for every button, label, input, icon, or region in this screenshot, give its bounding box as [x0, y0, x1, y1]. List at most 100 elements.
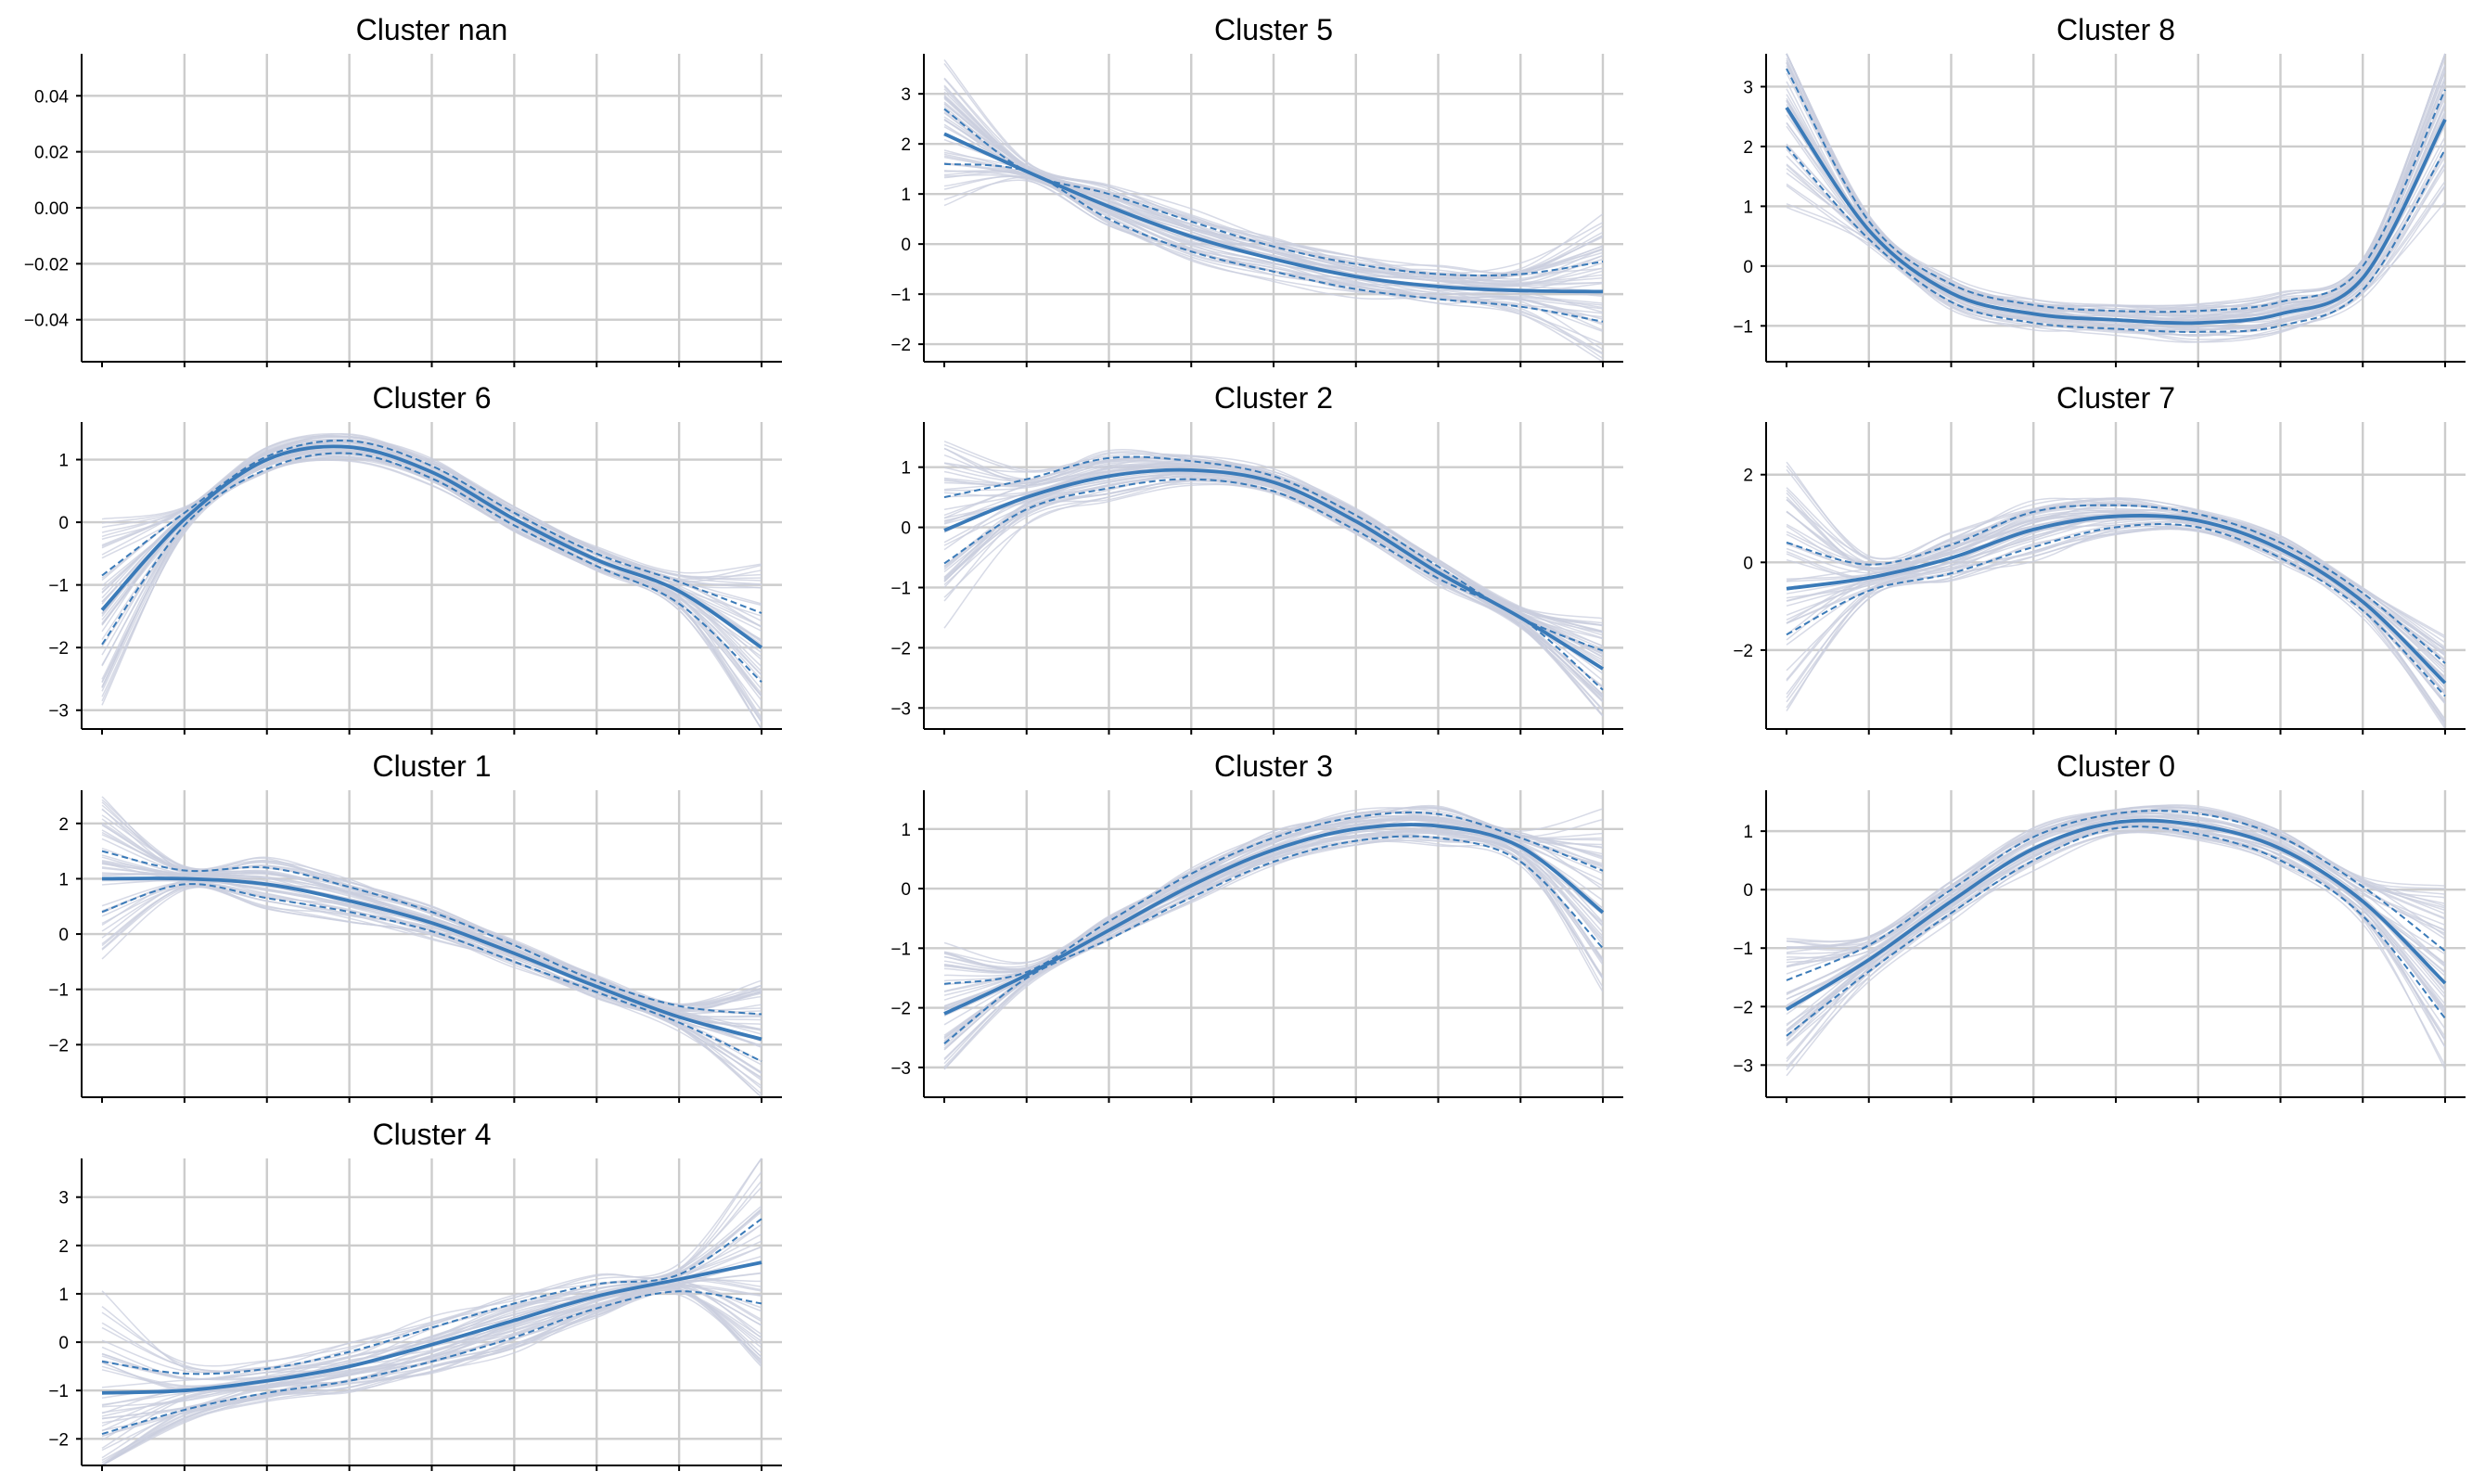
trace-line: [101, 809, 762, 1013]
trace-line: [943, 441, 1604, 620]
subplot-9: 1 0 −1 −2 −3 Cluster 0: [1733, 749, 2466, 1103]
trace-line: [943, 449, 1604, 633]
subplot-10: 3 2 1 0 −1 −2 Cluster 4: [48, 1118, 782, 1471]
subplot-title: Cluster 1: [372, 749, 491, 783]
subplot-7: 2 1 0 −1 −2 Cluster 1: [48, 749, 782, 1103]
series-upper-line: [1786, 810, 2446, 981]
y-tick-label: 1: [58, 870, 69, 889]
y-tick-label: −1: [890, 579, 911, 598]
series-upper-line: [1786, 68, 2446, 313]
subplot-title: Cluster 0: [2056, 749, 2175, 783]
y-tick-label: 2: [1743, 138, 1753, 158]
trace-line: [943, 475, 1604, 688]
trace-line: [1786, 155, 2446, 333]
trace-line: [943, 459, 1604, 636]
y-tick-label: −2: [890, 639, 911, 659]
trace-line: [1786, 148, 2446, 334]
trace-line: [943, 807, 1604, 973]
trace-line: [101, 1158, 762, 1367]
series-lower-line: [943, 478, 1604, 691]
trace-line: [1786, 811, 2446, 968]
y-tick-label: 0.00: [34, 199, 69, 219]
y-tick-label: 0: [1743, 554, 1753, 573]
trace-line: [101, 1158, 762, 1373]
y-tick-label: −0.04: [24, 312, 70, 331]
y-tick-label: −3: [1733, 1056, 1753, 1076]
trace-line: [101, 1205, 762, 1380]
subplot-2: 3 2 1 0 −1 −2 Cluster 5: [890, 13, 1623, 367]
subplot-3: 3 2 1 0 −1 Cluster 8: [1733, 13, 2466, 367]
series-mean-line: [101, 876, 762, 1042]
y-tick-label: −1: [48, 981, 69, 1001]
subplot-title: Cluster nan: [356, 13, 508, 46]
y-tick-label: 0: [901, 236, 911, 255]
subplot-title: Cluster 6: [372, 381, 491, 415]
series-lower-line: [943, 162, 1604, 323]
y-tick-label: 2: [901, 135, 911, 155]
y-tick-label: 0: [58, 1334, 69, 1353]
y-tick-label: −1: [890, 940, 911, 959]
series-mean-line: [1785, 106, 2447, 326]
trace-line: [1786, 53, 2446, 307]
trace-line: [1786, 525, 2446, 723]
subplot-4: 1 0 −1 −2 −3 Cluster 6: [48, 381, 782, 735]
trace-line: [943, 462, 1604, 659]
series-mean-line: [1786, 513, 2447, 684]
y-tick-label: −2: [890, 1000, 911, 1019]
subplot-title: Cluster 4: [372, 1118, 491, 1151]
y-tick-label: −1: [48, 1382, 69, 1401]
y-tick-label: −3: [890, 1059, 911, 1079]
y-tick-label: 2: [58, 1237, 69, 1257]
series-lower-line: [101, 452, 762, 684]
y-tick-label: 0.02: [34, 144, 69, 163]
trace-line: [1786, 53, 2446, 313]
y-tick-label: −1: [1733, 317, 1753, 337]
y-tick-label: 1: [901, 821, 911, 840]
y-tick-label: −1: [48, 577, 69, 596]
y-tick-label: −1: [1733, 940, 1753, 959]
y-tick-label: −2: [48, 1430, 69, 1450]
y-tick-label: 1: [1743, 823, 1753, 842]
y-tick-label: −2: [1733, 998, 1753, 1017]
subplot-6: 2 0 −2 Cluster 7: [1733, 381, 2466, 735]
trace-line: [101, 458, 762, 730]
subplot-title: Cluster 3: [1214, 749, 1333, 783]
trace-line: [943, 77, 1604, 275]
trace-line: [943, 836, 1604, 1061]
subplot-title: Cluster 5: [1214, 13, 1333, 46]
subplot-8: 1 0 −1 −2 −3 Cluster 3: [890, 749, 1623, 1103]
series-mean-line: [1786, 818, 2447, 1012]
y-tick-label: 3: [1743, 78, 1753, 97]
series-mean-line: [100, 444, 763, 649]
series-upper-line: [101, 1218, 762, 1375]
subplot-title: Cluster 2: [1214, 381, 1333, 415]
y-tick-label: 3: [901, 85, 911, 105]
trace-line: [101, 1279, 762, 1420]
y-tick-label: 2: [1743, 467, 1753, 486]
y-tick-label: 0: [58, 926, 69, 945]
y-tick-label: 0: [901, 880, 911, 900]
y-tick-label: −2: [890, 336, 911, 355]
series-upper-line: [1786, 504, 2446, 664]
y-tick-label: 0: [1743, 881, 1753, 901]
series-lower-line: [101, 1290, 762, 1436]
y-tick-label: 2: [58, 815, 69, 835]
series-mean-line: [943, 132, 1604, 294]
y-tick-label: 0.04: [34, 87, 69, 107]
y-tick-label: −2: [1733, 642, 1753, 661]
y-tick-label: 1: [901, 459, 911, 479]
y-tick-label: 0: [58, 514, 69, 533]
y-tick-label: 1: [58, 452, 69, 471]
series-lower-line: [1786, 825, 2446, 1037]
subplot-1: 0.04 0.02 0.00 −0.02 −0.04 Cluster nan: [24, 13, 782, 367]
trace-line: [943, 831, 1604, 1049]
trace-line: [943, 88, 1604, 279]
y-tick-label: 0: [901, 519, 911, 539]
subplot-5: 1 0 −1 −2 −3 Cluster 2: [890, 381, 1623, 735]
series-lower-line: [1786, 146, 2446, 333]
series-upper-line: [101, 850, 762, 1016]
series-upper-line: [101, 440, 762, 614]
trace-line: [943, 176, 1604, 360]
trace-line: [943, 173, 1604, 351]
